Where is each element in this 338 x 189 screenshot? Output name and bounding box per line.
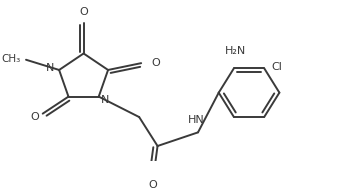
Text: N: N bbox=[46, 63, 54, 73]
Text: CH₃: CH₃ bbox=[1, 54, 21, 64]
Text: Cl: Cl bbox=[271, 62, 283, 72]
Text: O: O bbox=[79, 7, 88, 17]
Text: O: O bbox=[30, 112, 39, 122]
Text: H₂N: H₂N bbox=[225, 46, 246, 56]
Text: O: O bbox=[149, 180, 157, 189]
Text: O: O bbox=[151, 58, 160, 68]
Text: N: N bbox=[101, 95, 109, 105]
Text: HN: HN bbox=[188, 115, 204, 125]
